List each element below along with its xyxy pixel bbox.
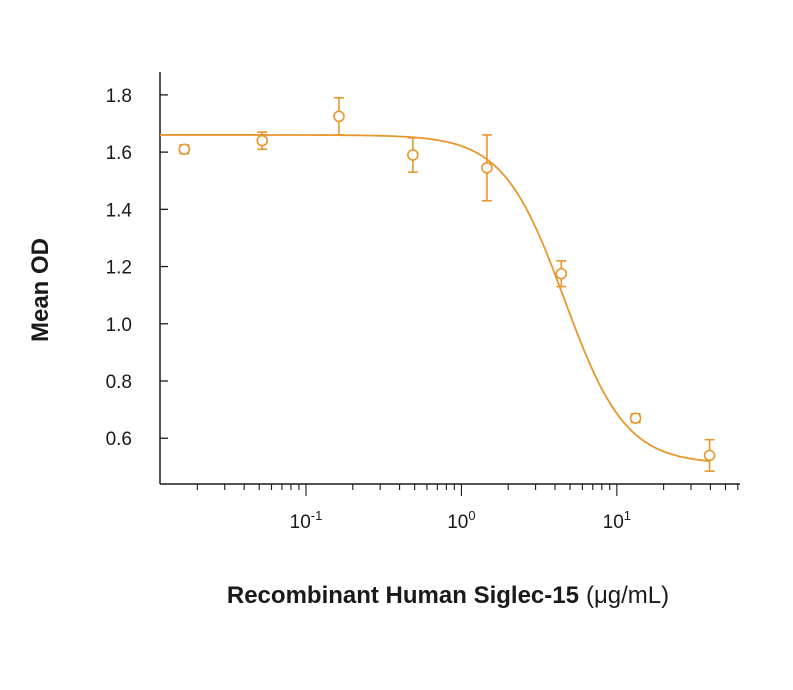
data-points	[178, 96, 716, 472]
y-tick-label: 0.6	[106, 429, 132, 450]
x-tick-label-base: 10	[447, 512, 468, 533]
y-tick-label: 1.4	[106, 200, 133, 221]
point-marker	[629, 412, 642, 424]
data-point	[481, 134, 493, 202]
x-axis-title: Recombinant Human Siglec-15 (μg/mL)	[227, 582, 669, 609]
data-point	[629, 412, 642, 424]
x-tick-label-base: 10	[290, 512, 311, 533]
data-point	[555, 260, 568, 288]
point-marker	[333, 110, 345, 123]
x-tick-label: 101	[603, 508, 631, 533]
point-marker	[178, 143, 191, 156]
y-tick-label: 1.2	[106, 258, 132, 279]
data-point	[256, 131, 269, 151]
x-axis-title-text: Recombinant Human Siglec-15	[227, 582, 579, 609]
x-tick-label: 100	[447, 508, 475, 533]
y-ticks: 0.6 0.8 1.0 1.2 1.4 1.6 1.8	[106, 86, 168, 450]
data-point	[178, 143, 191, 156]
data-point	[703, 438, 716, 472]
x-axis-title-unit: (μg/mL)	[586, 582, 669, 609]
y-tick-label: 1.8	[106, 86, 132, 107]
y-axis-title: Mean OD	[27, 238, 54, 342]
x-tick-label-base: 10	[603, 512, 624, 533]
point-marker	[555, 267, 568, 280]
x-ticks: 10-1 100 101	[196, 484, 739, 533]
point-marker	[256, 134, 269, 147]
point-marker	[703, 449, 716, 462]
y-tick-label: 1.0	[106, 315, 132, 336]
axes	[159, 72, 740, 485]
point-marker	[407, 149, 419, 161]
x-tick-label: 10-1	[290, 508, 323, 533]
x-tick-label-exponent: 0	[468, 508, 475, 523]
fit-curve	[160, 134, 710, 462]
y-tick-label: 1.6	[106, 143, 132, 164]
y-tick-label: 0.8	[106, 372, 132, 393]
data-point	[407, 137, 419, 173]
x-tick-label-exponent: 1	[624, 508, 631, 523]
data-point	[333, 96, 345, 136]
x-tick-label-exponent: -1	[311, 508, 323, 523]
point-marker	[481, 162, 493, 174]
